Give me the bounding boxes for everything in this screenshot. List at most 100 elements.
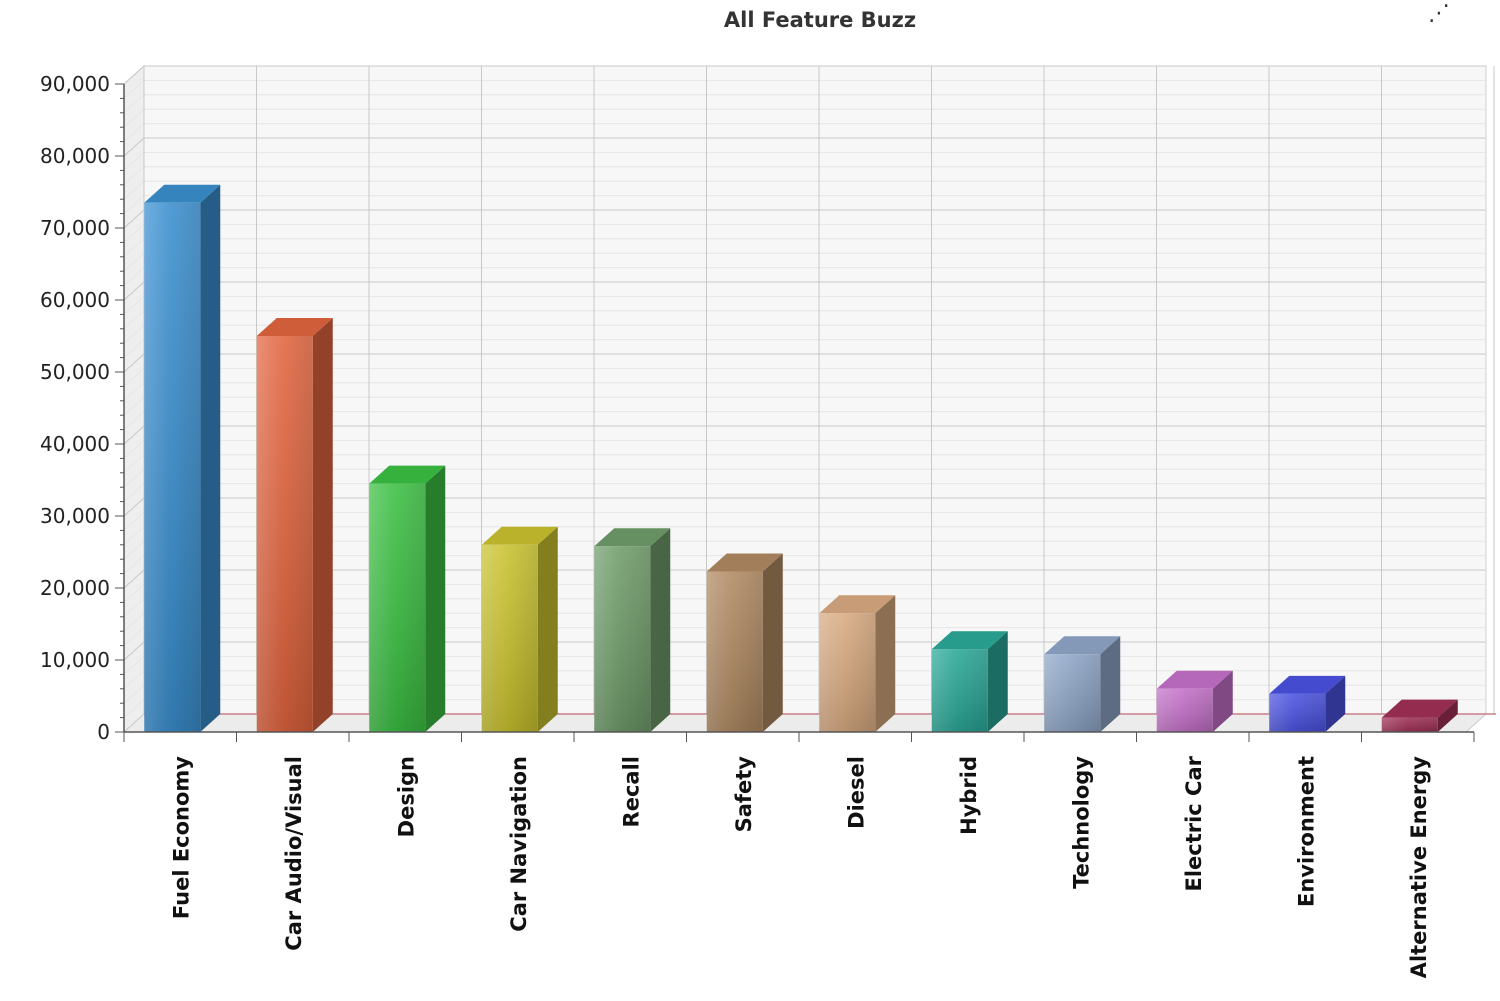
side-gridline: [123, 166, 145, 186]
side-gridline: [123, 368, 145, 387]
side-gridline: [123, 483, 145, 502]
bar-front-shading: [931, 649, 988, 732]
y-tick-label: 20,000: [40, 576, 110, 600]
side-gridline: [123, 152, 145, 171]
bar-side: [1100, 636, 1121, 732]
side-gridline: [123, 440, 145, 459]
bar-hybrid: [931, 631, 1008, 732]
side-gridline: [123, 699, 145, 718]
side-gridline: [123, 684, 145, 704]
x-tick-label: Safety: [732, 756, 756, 833]
bar-side: [425, 465, 446, 732]
bars: [144, 184, 1458, 733]
bar-front-shading: [594, 546, 651, 732]
chart-back-wall: [123, 64, 1487, 734]
side-gridline: [123, 468, 145, 488]
x-axis: Fuel Economy Car Audio/Visual Design Car Na…: [123, 731, 1475, 979]
bar-design: [369, 465, 446, 732]
bar-top: [256, 318, 333, 336]
x-tick-label: Car Audio/Visual: [282, 756, 306, 951]
x-tick-label: Alternative Energy: [1407, 756, 1431, 979]
x-tick-label: Recall: [619, 756, 643, 827]
y-tick-label: 40,000: [40, 432, 110, 456]
x-tick-label: Electric Car: [1182, 755, 1206, 891]
y-axis: 0 10,000 20,000 30,000 40,000 50,000 60,000 70,…: [40, 72, 125, 744]
bar-side: [312, 318, 333, 732]
bar-top: [819, 595, 896, 614]
back-wall: [143, 65, 1487, 715]
bar-front-shading: [369, 483, 426, 732]
side-gridline: [123, 137, 145, 157]
bar-side: [537, 526, 558, 732]
bar-front-shading: [1381, 717, 1438, 732]
bar-top: [706, 553, 783, 572]
side-gridline: [123, 382, 145, 402]
bar-top: [1269, 675, 1346, 694]
side-gridline: [123, 195, 145, 214]
bar-side: [987, 631, 1008, 732]
bar-front-shading: [256, 336, 313, 732]
side-gridline: [123, 396, 145, 416]
bar-top: [1381, 699, 1458, 718]
side-gridline: [123, 526, 145, 546]
side-gridline: [123, 180, 145, 200]
bar-front-shading: [144, 202, 201, 733]
side-wall: [123, 64, 145, 734]
side-gridline: [123, 224, 145, 243]
bar-top: [1156, 670, 1233, 689]
side-gridline: [123, 411, 145, 430]
side-gridline: [123, 324, 145, 344]
side-gridline: [123, 569, 145, 589]
side-gridline: [123, 209, 145, 229]
bar-front-shading: [819, 613, 876, 732]
bar-front-shading: [481, 544, 538, 732]
side-gridline: [123, 555, 145, 574]
side-gridline: [123, 238, 145, 258]
side-gridline: [123, 123, 145, 142]
side-gridline: [123, 65, 145, 85]
bar-side: [762, 553, 783, 732]
bar-car-audio-visual: [256, 318, 333, 732]
y-tick-label: 80,000: [40, 144, 110, 168]
bar-technology: [1044, 636, 1121, 732]
bar-front-shading: [1156, 688, 1213, 732]
side-gridline: [123, 598, 145, 618]
bar-car-navigation: [481, 526, 558, 732]
y-tick-label: 90,000: [40, 72, 110, 96]
bar-fuel-economy: [144, 184, 221, 733]
side-gridline: [123, 584, 145, 603]
bar-top: [481, 526, 558, 545]
bar-side: [1325, 675, 1346, 732]
side-gridline: [123, 267, 145, 286]
side-gridline: [123, 641, 145, 661]
side-gridline: [123, 612, 145, 632]
y-tick-label: 60,000: [40, 288, 110, 312]
x-tick-label: Car Navigation: [507, 756, 531, 932]
side-gridline: [123, 497, 145, 517]
y-tick-label: 10,000: [40, 648, 110, 672]
bar-side: [650, 528, 671, 732]
bar-electric-car: [1156, 670, 1233, 732]
bar-side: [1437, 699, 1458, 732]
side-gridline: [123, 454, 145, 474]
bar-environment: [1269, 675, 1346, 732]
bar-safety: [706, 553, 783, 732]
side-gridline: [123, 281, 145, 301]
x-tick-label: Environment: [1294, 756, 1318, 907]
chart-title: All Feature Buzz: [723, 8, 917, 32]
side-gridline: [123, 252, 145, 272]
x-tick-label: Technology: [1069, 756, 1093, 889]
bar-side: [875, 595, 896, 732]
bar-top: [1044, 636, 1121, 655]
y-tick-label: 70,000: [40, 216, 110, 240]
bar-side: [200, 184, 221, 733]
side-gridline: [123, 425, 145, 445]
side-gridline: [123, 512, 145, 531]
side-gridline: [123, 310, 145, 330]
side-gridline: [123, 670, 145, 690]
x-tick-label: Fuel Economy: [169, 756, 193, 919]
y-tick-label: 30,000: [40, 504, 110, 528]
bar-top: [144, 184, 221, 203]
